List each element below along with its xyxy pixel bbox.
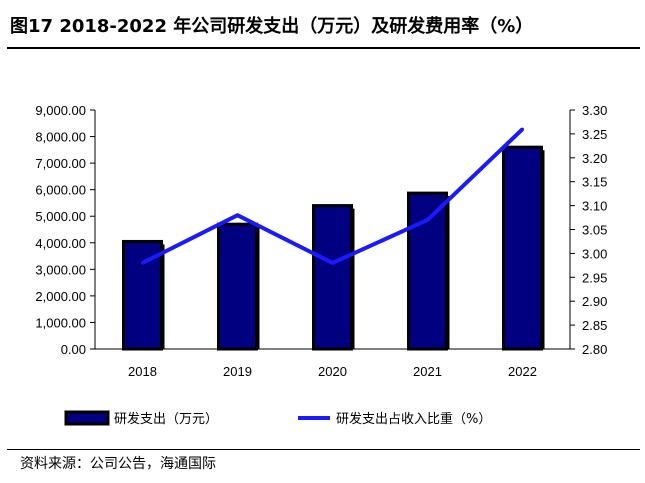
right-axis-tick-label: 3.25 xyxy=(582,127,607,142)
left-axis-tick-label: 5,000.00 xyxy=(35,209,86,224)
legend-bar-label: 研发支出（万元） xyxy=(114,411,218,427)
right-axis-tick-label: 3.10 xyxy=(582,199,607,214)
right-axis-tick-label: 3.30 xyxy=(582,103,607,118)
left-axis-tick-label: 1,000.00 xyxy=(35,315,86,330)
x-axis-tick-label: 2021 xyxy=(413,364,442,379)
title-rule xyxy=(7,47,640,49)
left-axis-tick-label: 2,000.00 xyxy=(35,289,86,304)
right-axis-tick-label: 2.80 xyxy=(582,342,607,357)
ratio-point-2021 xyxy=(426,218,429,222)
x-axis-tick-label: 2019 xyxy=(223,364,252,379)
right-axis-tick-label: 3.00 xyxy=(582,246,607,261)
left-axis-tick-label: 0.00 xyxy=(61,342,86,357)
legend-bar-swatch xyxy=(64,410,110,426)
x-axis-tick-label: 2020 xyxy=(318,364,347,379)
bar-2019 xyxy=(217,222,258,351)
bar-2022 xyxy=(502,145,543,351)
bar-2018 xyxy=(122,239,163,351)
right-axis-tick-label: 3.20 xyxy=(582,151,607,166)
bar-2021 xyxy=(407,191,448,351)
right-axis-tick-label: 2.85 xyxy=(582,318,607,333)
legend-line-label: 研发支出占收入比重（%） xyxy=(336,411,491,427)
x-axis-tick-label: 2022 xyxy=(508,364,537,379)
ratio-point-2020 xyxy=(331,261,334,265)
ratio-point-2019 xyxy=(236,213,239,217)
source-note: 资料来源：公司公告，海通国际 xyxy=(20,456,216,472)
right-axis-tick-label: 2.90 xyxy=(582,294,607,309)
left-axis-tick-label: 8,000.00 xyxy=(35,130,86,145)
x-axis-tick-label: 2018 xyxy=(128,364,157,379)
left-axis-tick-label: 9,000.00 xyxy=(35,103,86,118)
right-axis-tick-label: 2.95 xyxy=(582,270,607,285)
left-axis-tick-label: 3,000.00 xyxy=(35,262,86,277)
left-axis-tick-label: 6,000.00 xyxy=(35,183,86,198)
bar-2020 xyxy=(312,204,353,351)
right-axis-tick-label: 3.15 xyxy=(582,175,607,190)
ratio-point-2022 xyxy=(521,127,524,131)
ratio-point-2018 xyxy=(141,261,144,265)
chart-title: 图17 2018-2022 年公司研发支出（万元）及研发费用率（%） xyxy=(10,16,534,37)
source-rule xyxy=(7,449,640,450)
left-axis-tick-label: 4,000.00 xyxy=(35,236,86,251)
left-axis-tick-label: 7,000.00 xyxy=(35,156,86,171)
right-axis-tick-label: 3.05 xyxy=(582,223,607,238)
